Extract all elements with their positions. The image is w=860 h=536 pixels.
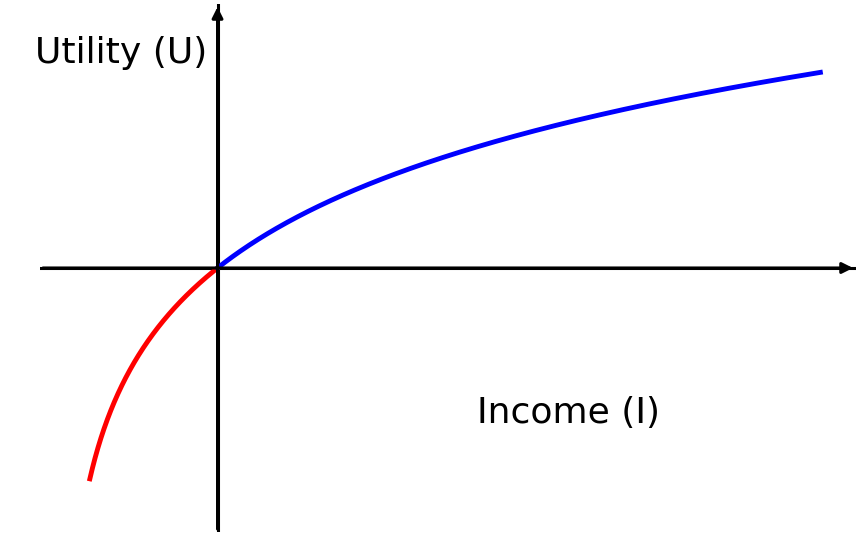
Text: Utility (U): Utility (U) (34, 36, 207, 70)
Text: Income (I): Income (I) (477, 396, 660, 430)
